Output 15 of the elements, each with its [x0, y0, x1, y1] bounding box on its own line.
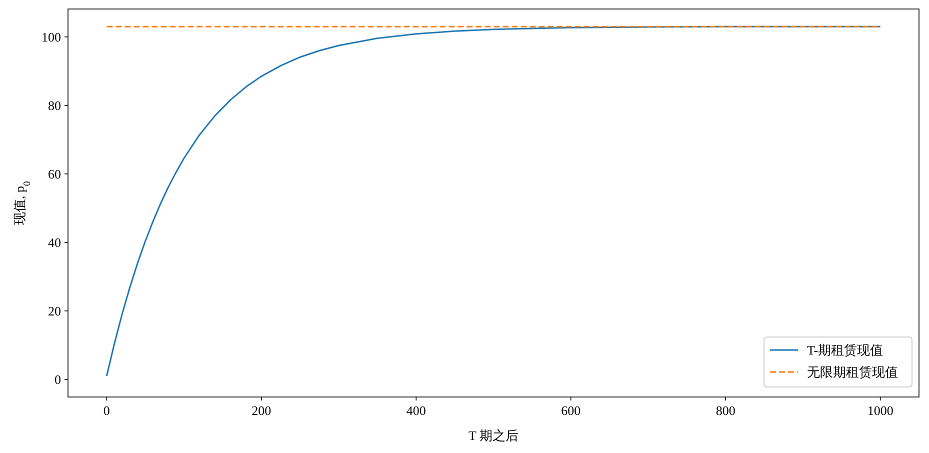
x-tick-label: 600 [561, 403, 581, 418]
y-tick-label: 0 [54, 372, 61, 387]
legend-label: T-期租赁现值 [807, 342, 884, 358]
legend-label: 无限期租赁现值 [807, 364, 898, 380]
x-tick-label: 200 [252, 403, 272, 418]
x-tick-label: 1000 [867, 403, 894, 418]
y-tick-label: 40 [48, 234, 61, 250]
x-tick-label: 800 [716, 403, 736, 418]
y-tick-label: 20 [48, 303, 61, 318]
x-tick-label: 400 [406, 403, 426, 418]
x-tick-label: 0 [103, 403, 110, 418]
x-axis-title: T 期之后 [468, 428, 518, 443]
y-tick-label: 80 [48, 98, 61, 113]
y-tick-label: 60 [48, 166, 61, 182]
y-tick-label: 100 [42, 29, 61, 44]
